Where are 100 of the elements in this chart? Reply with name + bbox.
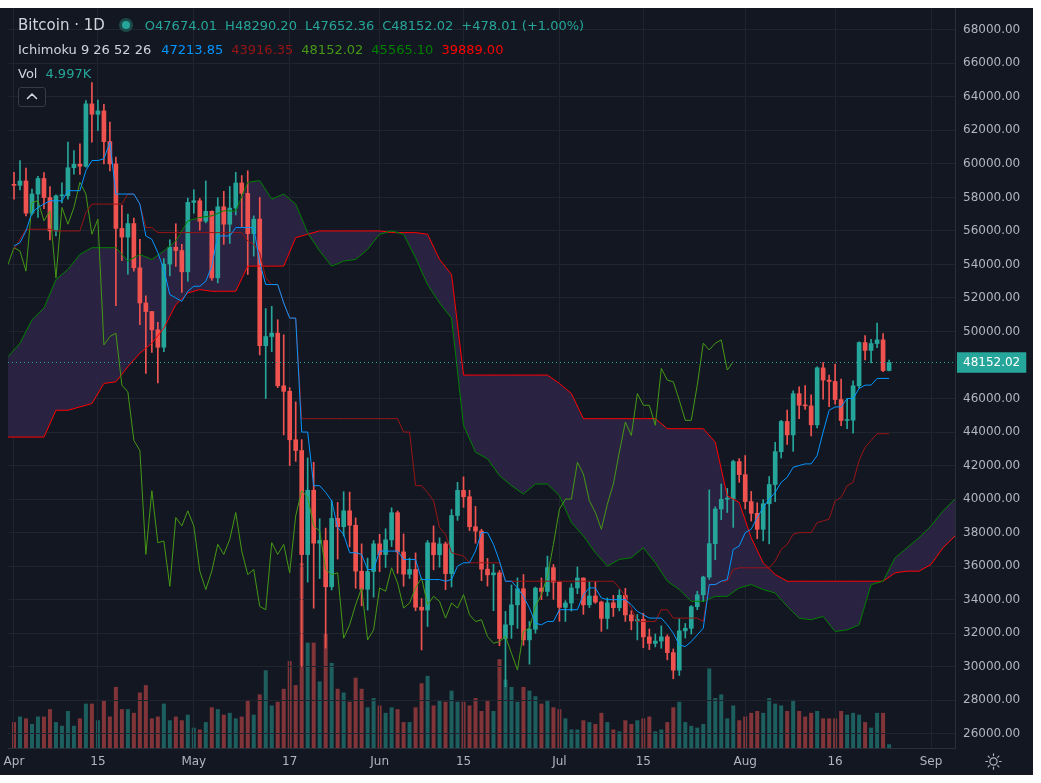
bar: [497, 659, 502, 748]
bar: [317, 681, 322, 748]
bar: [119, 709, 124, 748]
y-tick-label: 56000.00: [963, 223, 1021, 238]
bar: [41, 716, 46, 748]
bar: [671, 707, 676, 748]
bar: [389, 707, 394, 748]
bar: [275, 701, 280, 748]
bar: [179, 720, 184, 748]
bar: [323, 633, 328, 748]
y-tick-label: 68000.00: [963, 21, 1021, 36]
bar: [665, 722, 670, 748]
text: Bitcoin · 1D: [18, 16, 105, 34]
bar: [515, 701, 520, 748]
bar: [329, 662, 334, 748]
bar: [365, 707, 370, 748]
bar: [851, 712, 856, 748]
bar: [383, 712, 388, 748]
y-tick-label: 58000.00: [963, 189, 1021, 204]
bar: [575, 729, 580, 748]
bar: [101, 699, 106, 748]
bar: [185, 714, 190, 748]
bar: [533, 696, 538, 748]
bar: [137, 692, 142, 748]
bar: [521, 686, 526, 748]
annotation: C48152.02: [382, 17, 454, 33]
bar: [293, 685, 298, 748]
bar: [221, 714, 226, 748]
bar: [809, 712, 814, 748]
bar: [23, 718, 28, 748]
y-tick-label: 42000.00: [963, 457, 1021, 472]
bar: [713, 698, 718, 748]
bar: [371, 698, 376, 748]
legend-title: Ichimoku 9 26 52 26: [18, 41, 152, 57]
bar: [815, 711, 820, 748]
x-tick-label: Aug: [733, 754, 757, 769]
y-tick-label: 50000.00: [963, 323, 1021, 338]
bar: [539, 703, 544, 748]
bar: [881, 712, 886, 748]
bar: [245, 699, 250, 748]
y-tick-label: 46000.00: [963, 390, 1021, 405]
bar: [569, 729, 574, 748]
bar: [47, 709, 52, 748]
x-tick-label: 15: [635, 754, 651, 769]
bar: [767, 698, 772, 748]
bar: [59, 725, 64, 748]
bar: [803, 716, 808, 748]
annotation: +478.01 (+1.00%): [461, 17, 585, 33]
bar: [581, 720, 586, 748]
bar: [503, 679, 508, 748]
bar: [53, 722, 58, 748]
bar: [701, 723, 706, 748]
y-tick-label: 60000.00: [963, 156, 1021, 170]
x-tick-label: 16: [827, 754, 843, 769]
x-tick-label: May: [181, 754, 207, 769]
bar: [599, 712, 604, 748]
bar: [749, 712, 754, 748]
annotation: 4.997K: [45, 65, 92, 81]
bar: [449, 690, 454, 748]
bar: [83, 703, 88, 748]
bar: [71, 725, 76, 748]
bar: [431, 705, 436, 748]
bar: [689, 725, 694, 748]
bar: [131, 712, 136, 748]
bar: [263, 670, 268, 748]
bar: [695, 727, 700, 748]
bar: [311, 642, 316, 748]
bar: [269, 705, 274, 748]
bar: [869, 727, 874, 748]
bar: [509, 686, 514, 748]
bar: [455, 701, 460, 748]
y-tick-label: 52000.00: [963, 290, 1021, 305]
bar: [443, 701, 448, 748]
bar: [161, 703, 166, 748]
y-tick-label: 38000.00: [963, 524, 1021, 539]
bar: [845, 714, 850, 748]
bar: [647, 716, 652, 748]
bar: [149, 718, 154, 748]
bar: [197, 729, 202, 748]
bar: [305, 642, 310, 748]
bar: [419, 683, 424, 748]
y-tick-label: 32000.00: [963, 625, 1021, 640]
text: 45565.10: [371, 41, 434, 57]
y-tick-label: 48152.02: [963, 354, 1021, 369]
bar: [335, 688, 340, 748]
bar: [821, 718, 826, 748]
bar: [395, 709, 400, 748]
x-tick-label: Apr: [3, 754, 25, 769]
bar: [203, 722, 208, 748]
bar: [707, 668, 712, 748]
bar: [593, 723, 598, 748]
bar: [527, 690, 532, 748]
bar: [251, 714, 256, 748]
bar: [875, 712, 880, 748]
bar: [677, 701, 682, 748]
bar: [605, 722, 610, 748]
bar: [173, 716, 178, 748]
bar: [725, 718, 730, 748]
bar: [551, 707, 556, 748]
bar: [791, 699, 796, 748]
